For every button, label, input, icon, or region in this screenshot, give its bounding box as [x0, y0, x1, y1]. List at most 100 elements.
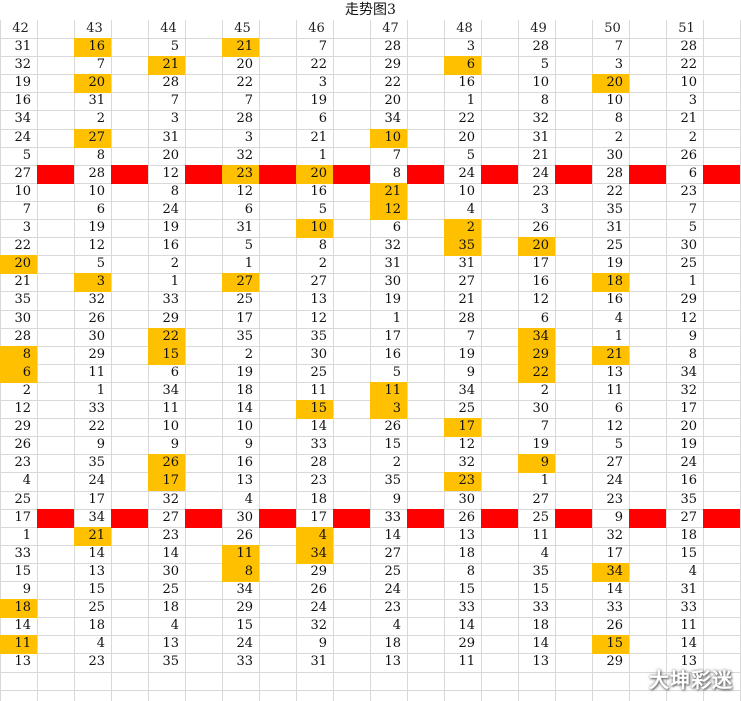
- number-cell: 2: [96, 111, 105, 126]
- number-cell: 30: [606, 148, 623, 163]
- number-cell: 22: [518, 364, 555, 383]
- number-cell: 30: [88, 329, 105, 344]
- number-cell: 25: [606, 238, 623, 253]
- number-cell: 7: [96, 57, 105, 72]
- number-cell: 20: [0, 255, 37, 274]
- number-cell: 9: [688, 329, 697, 344]
- number-cell: 24: [14, 130, 31, 145]
- number-cell: 19: [680, 437, 697, 452]
- number-cell: 26: [458, 510, 475, 525]
- grid-vline: [333, 20, 334, 701]
- watermark: 大坤彩迷: [649, 668, 733, 692]
- number-cell: 10: [236, 419, 253, 434]
- number-cell: 22: [236, 75, 253, 90]
- number-cell: 19: [88, 220, 105, 235]
- number-cell: 27: [532, 492, 549, 507]
- number-cell: 28: [14, 329, 31, 344]
- number-cell: 11: [0, 635, 37, 654]
- number-cell: 33: [384, 510, 401, 525]
- grid-hline: [0, 364, 741, 365]
- number-cell: 34: [14, 111, 31, 126]
- number-cell: 5: [96, 256, 105, 271]
- number-cell: 29: [88, 347, 105, 362]
- number-cell: 35: [444, 237, 481, 256]
- number-cell: 2: [614, 130, 623, 145]
- number-cell: 22: [606, 184, 623, 199]
- number-cell: 1: [96, 383, 105, 398]
- number-cell: 35: [236, 329, 253, 344]
- grid-vline: [444, 20, 445, 701]
- number-cell: 30: [14, 311, 31, 326]
- number-cell: 33: [606, 600, 623, 615]
- number-cell: 26: [606, 618, 623, 633]
- number-cell: 17: [88, 492, 105, 507]
- column-header: 51: [678, 21, 695, 36]
- number-cell: 18: [0, 599, 37, 618]
- number-cell: 25: [458, 401, 475, 416]
- grid-vline: [74, 20, 75, 701]
- grid-hline: [0, 690, 741, 691]
- number-cell: 30: [384, 274, 401, 289]
- number-cell: 21: [458, 292, 475, 307]
- number-cell: 6: [444, 56, 481, 75]
- grid-hline: [0, 38, 741, 39]
- separator-bar: [37, 165, 74, 184]
- number-cell: 13: [532, 654, 549, 669]
- number-cell: 32: [458, 455, 475, 470]
- number-cell: 16: [458, 75, 475, 90]
- number-cell: 29: [606, 654, 623, 669]
- column-header: 50: [604, 21, 621, 36]
- number-cell: 14: [236, 401, 253, 416]
- number-cell: 1: [392, 311, 401, 326]
- number-cell: 35: [310, 329, 327, 344]
- number-cell: 23: [532, 184, 549, 199]
- grid-vline: [222, 20, 223, 701]
- number-cell: 24: [458, 166, 475, 181]
- number-cell: 23: [606, 492, 623, 507]
- separator-bar: [481, 165, 518, 184]
- number-cell: 17: [148, 472, 185, 491]
- number-cell: 32: [532, 111, 549, 126]
- number-cell: 22: [458, 111, 475, 126]
- number-cell: 6: [96, 202, 105, 217]
- grid-hline: [0, 672, 741, 673]
- number-cell: 30: [162, 564, 179, 579]
- number-cell: 16: [680, 473, 697, 488]
- number-cell: 16: [384, 347, 401, 362]
- grid-hline: [0, 563, 741, 564]
- number-cell: 10: [458, 184, 475, 199]
- separator-bar: [37, 509, 74, 528]
- number-cell: 11: [680, 618, 697, 633]
- separator-bar: [111, 165, 148, 184]
- separator-bar: [407, 509, 444, 528]
- grid-vline: [296, 20, 297, 701]
- number-cell: 17: [532, 256, 549, 271]
- number-cell: 2: [244, 347, 253, 362]
- number-cell: 13: [680, 654, 697, 669]
- grid-hline: [0, 346, 741, 347]
- separator-bar: [555, 509, 592, 528]
- number-cell: 13: [162, 636, 179, 651]
- column-header: 43: [86, 21, 103, 36]
- grid-hline: [0, 617, 741, 618]
- column-header: 46: [308, 21, 325, 36]
- number-cell: 23: [222, 165, 259, 184]
- grid-hline: [0, 56, 741, 57]
- number-cell: 27: [14, 166, 31, 181]
- number-cell: 26: [236, 528, 253, 543]
- number-cell: 28: [384, 39, 401, 54]
- number-cell: 7: [540, 419, 549, 434]
- number-cell: 32: [606, 528, 623, 543]
- number-cell: 3: [688, 93, 697, 108]
- number-cell: 35: [88, 455, 105, 470]
- number-cell: 31: [14, 39, 31, 54]
- number-cell: 18: [458, 546, 475, 561]
- number-cell: 16: [74, 38, 111, 57]
- number-cell: 33: [680, 600, 697, 615]
- number-cell: 8: [392, 166, 401, 181]
- column-header: 42: [12, 21, 29, 36]
- number-cell: 14: [384, 528, 401, 543]
- number-cell: 21: [680, 111, 697, 126]
- number-cell: 8: [96, 148, 105, 163]
- number-cell: 34: [296, 545, 333, 564]
